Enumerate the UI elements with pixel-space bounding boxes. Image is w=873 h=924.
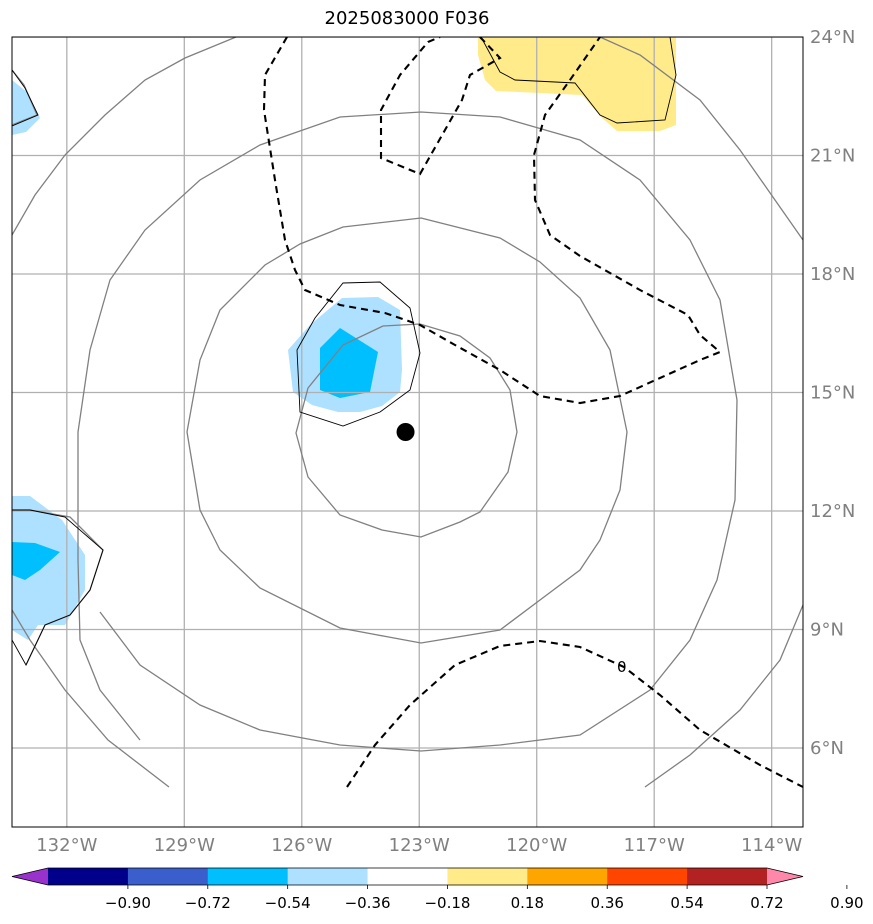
longitude-tick-label: 123°W [389, 835, 450, 856]
distance-ring-4 [599, 37, 803, 241]
blue-shaded-region [12, 542, 60, 580]
latitude-tick-label: 24°N [810, 27, 855, 48]
light-blue-shaded-region [12, 80, 40, 135]
colorbar-segment [367, 868, 448, 885]
map-title: 2025083000 F036 [324, 8, 490, 29]
latitude-tick-label: 18°N [810, 264, 855, 285]
zero-contours [262, 37, 803, 788]
colorbar-segment [527, 868, 608, 885]
colorbar-tick-label: −0.36 [345, 894, 391, 912]
colorbar-segment [48, 868, 129, 885]
thin-contour [12, 69, 39, 127]
map-frame [11, 36, 804, 828]
colorbar-segment [287, 868, 369, 885]
longitude-tick-label: 126°W [271, 835, 332, 856]
distance-rings [12, 37, 803, 788]
colorbar-segment [447, 868, 528, 885]
colorbar-tick-label: 0.54 [670, 894, 703, 912]
longitude-tick-label: 117°W [624, 835, 685, 856]
shaded-anomaly-regions [12, 37, 676, 640]
distance-ring-inner [295, 323, 518, 538]
distance-ring-4 [644, 604, 803, 788]
longitude-tick-label: 120°W [506, 835, 567, 856]
colorbar-tick-label: −0.54 [265, 894, 311, 912]
latitude-tick-label: 9°N [810, 620, 844, 641]
distance-ring-4 [12, 609, 170, 788]
distance-ring-2 [186, 217, 628, 644]
colorbar-segment [207, 868, 289, 885]
latitude-tick-label: 15°N [810, 383, 855, 404]
longitude-tick-label: 132°W [36, 835, 97, 856]
colorbar-segment [127, 868, 209, 885]
longitude-tick-label: 129°W [154, 835, 215, 856]
colorbar-tick-label: −0.72 [185, 894, 231, 912]
thin-contours [12, 37, 677, 666]
thin-contour [12, 509, 104, 666]
distance-ring-3 [77, 111, 738, 752]
colorbar-tick-label: 0.18 [511, 894, 544, 912]
colorbar-tick-label: 0.90 [830, 894, 863, 912]
colorbar-segment [607, 868, 688, 885]
yellow-shaded-region [478, 37, 676, 131]
longitude-tick-label: 114°W [741, 835, 802, 856]
colorbar-outline [11, 867, 804, 886]
contour-label: 0 [617, 658, 627, 676]
storm-center-marker [396, 423, 415, 441]
colorbar-segment [687, 868, 768, 885]
thin-contour [296, 281, 421, 427]
latitude-tick-label: 21°N [810, 146, 855, 167]
thin-contour [480, 37, 677, 124]
latitude-tick-label: 6°N [810, 738, 844, 759]
colorbar-tick-label: −0.90 [105, 894, 151, 912]
latitude-labels: 6°N 9°N 12°N 15°N 18°N 21°N 24°N [810, 27, 855, 759]
longitude-labels: 132°W 129°W 126°W 123°W 120°W 117°W 114°W [36, 835, 802, 856]
colorbar-extend-high [767, 868, 803, 885]
dashed-contour [379, 37, 502, 176]
colorbar-tick-label: 0.72 [750, 894, 783, 912]
colorbar: −0.90 −0.72 −0.54 −0.36 −0.18 0.18 0.36 0.54 0.7… [11, 867, 864, 912]
colorbar-extend-low [12, 868, 48, 885]
colorbar-tick-label: 0.36 [591, 894, 624, 912]
latitude-tick-label: 12°N [810, 501, 855, 522]
blue-shaded-region [320, 328, 378, 398]
graticule [12, 37, 803, 827]
colorbar-tick-label: −0.18 [424, 894, 470, 912]
distance-ring-4 [12, 37, 237, 236]
